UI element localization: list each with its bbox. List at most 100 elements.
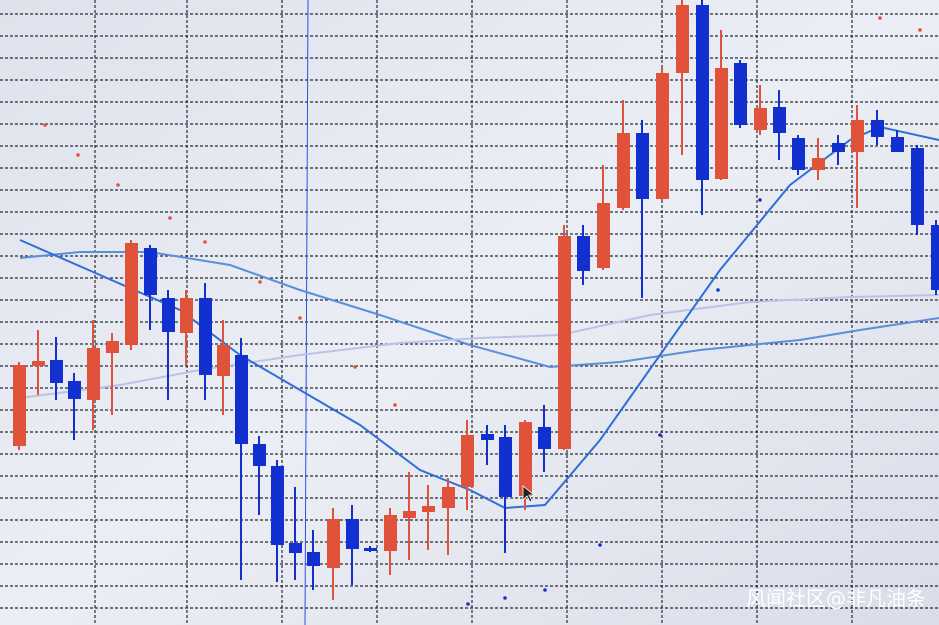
body <box>891 137 904 152</box>
candle <box>461 420 474 510</box>
body <box>50 360 63 383</box>
dot <box>658 433 662 437</box>
candle <box>754 85 767 135</box>
dot <box>918 28 922 32</box>
candle <box>481 425 494 465</box>
body <box>715 68 728 179</box>
dot <box>758 198 762 202</box>
body <box>792 138 805 170</box>
body <box>253 444 266 466</box>
candle <box>403 472 416 560</box>
candle <box>871 110 884 145</box>
candle <box>327 508 340 600</box>
body <box>199 298 212 375</box>
candle <box>636 120 649 298</box>
candle <box>217 320 230 415</box>
body <box>558 236 571 449</box>
candle <box>617 100 630 210</box>
body <box>422 506 435 512</box>
candle <box>422 485 435 550</box>
body <box>734 63 747 125</box>
body <box>125 243 138 345</box>
candle <box>577 225 590 285</box>
dot <box>168 216 172 220</box>
body <box>656 73 669 199</box>
candle <box>271 460 284 582</box>
dot <box>598 543 602 547</box>
candle <box>346 505 359 585</box>
body <box>32 361 45 366</box>
dot <box>878 16 882 20</box>
candle <box>289 487 302 580</box>
dot <box>203 240 207 244</box>
candle <box>931 220 939 295</box>
candle <box>68 373 81 440</box>
body <box>68 381 81 399</box>
body <box>235 355 248 444</box>
candle <box>832 135 845 165</box>
body <box>636 133 649 199</box>
body <box>597 203 610 268</box>
candle <box>676 0 689 155</box>
candle <box>538 405 551 472</box>
ma-mid <box>19 294 939 399</box>
body <box>617 133 630 208</box>
candle <box>812 138 825 180</box>
candle <box>364 546 377 552</box>
candle <box>253 436 266 515</box>
candle <box>125 240 138 350</box>
body <box>180 298 193 333</box>
body <box>773 107 786 133</box>
dot <box>43 123 47 127</box>
candle <box>656 68 669 200</box>
candle <box>13 362 26 450</box>
watermark: 风闻社区@非凡油条 <box>746 587 926 611</box>
body <box>676 5 689 73</box>
candle <box>499 425 512 553</box>
candle <box>180 290 193 365</box>
candle <box>106 333 119 415</box>
candle <box>696 0 709 215</box>
body <box>384 515 397 551</box>
candle <box>162 290 175 400</box>
body <box>871 120 884 137</box>
body <box>911 148 924 225</box>
candle <box>384 508 397 575</box>
candle <box>911 145 924 235</box>
body <box>812 158 825 170</box>
body <box>461 435 474 487</box>
candle <box>235 338 248 580</box>
dot <box>543 588 547 592</box>
body <box>364 548 377 551</box>
body <box>403 511 416 518</box>
body <box>519 422 532 496</box>
body <box>577 236 590 271</box>
mouse-pointer <box>522 485 536 503</box>
dot <box>503 596 507 600</box>
dot <box>76 153 80 157</box>
dot <box>298 316 302 320</box>
body <box>162 298 175 332</box>
body <box>442 487 455 508</box>
dot <box>393 403 397 407</box>
body <box>832 143 845 152</box>
dot <box>716 288 720 292</box>
candle <box>773 90 786 160</box>
candle <box>87 320 100 430</box>
body <box>851 120 864 152</box>
sar-dots <box>43 16 922 606</box>
candle <box>442 478 455 555</box>
dot <box>466 602 470 606</box>
candle <box>50 337 63 400</box>
body <box>327 519 340 568</box>
body <box>307 552 320 566</box>
body <box>499 437 512 497</box>
body <box>13 365 26 446</box>
body <box>144 248 157 295</box>
body <box>271 466 284 545</box>
candle <box>144 245 157 330</box>
body <box>931 225 939 290</box>
candle <box>32 330 45 395</box>
